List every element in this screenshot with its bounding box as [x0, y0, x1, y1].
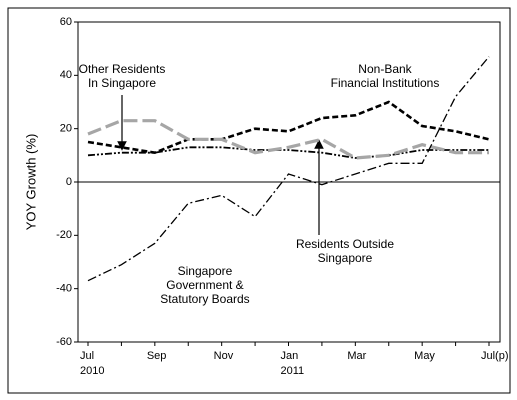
y-tick-label: 20 [60, 123, 72, 135]
y-tick-label: 0 [66, 176, 72, 188]
series-line [87, 119, 489, 160]
series-line [87, 56, 490, 282]
outer-border [7, 7, 511, 394]
x-tick-label: Jan 2011 [280, 350, 305, 377]
series-label: Residents Outside Singapore [295, 237, 395, 265]
series-line [87, 146, 489, 159]
x-tick-label: May [414, 350, 435, 362]
x-tick-label: Jul 2010 [80, 350, 105, 377]
y-tick-label: 40 [60, 69, 72, 81]
x-tick-label: Nov [213, 350, 234, 362]
series-label: Singapore Government & Statutory Boards [160, 264, 250, 306]
y-tick-label: 60 [60, 16, 72, 28]
series-label: Other Residents In Singapore [78, 62, 166, 90]
series-label: Non-Bank Financial Institutions [330, 62, 440, 90]
y-tick-label: -20 [56, 229, 72, 241]
series-line [87, 100, 490, 155]
y-tick-label: -40 [56, 283, 72, 295]
x-tick-label: Sep [146, 350, 167, 362]
x-tick-label: Mar [347, 350, 367, 362]
y-axis-label: YOY Growth (%) [23, 134, 38, 231]
x-tick-label: Jul(p) [481, 350, 509, 362]
y-tick-label: -60 [56, 336, 72, 348]
